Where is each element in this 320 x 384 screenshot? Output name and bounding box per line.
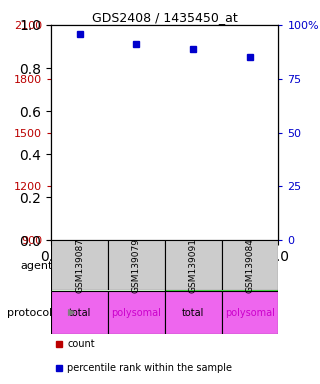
Bar bbox=[165, 240, 221, 290]
Text: GSM139084: GSM139084 bbox=[245, 238, 254, 293]
Text: polysomal: polysomal bbox=[111, 308, 161, 318]
Text: GSM139087: GSM139087 bbox=[75, 238, 84, 293]
Bar bbox=[51, 291, 108, 334]
Text: GSM139091: GSM139091 bbox=[189, 238, 198, 293]
Bar bbox=[165, 291, 221, 334]
Text: BAFF: BAFF bbox=[208, 261, 236, 271]
Bar bbox=[178, 110, 209, 240]
Bar bbox=[108, 291, 165, 334]
Bar bbox=[51, 240, 165, 291]
Bar bbox=[221, 291, 278, 334]
Text: total: total bbox=[182, 308, 204, 318]
Bar bbox=[234, 218, 266, 240]
Text: percentile rank within the sample: percentile rank within the sample bbox=[67, 363, 232, 373]
Bar bbox=[108, 240, 165, 290]
Text: agent: agent bbox=[20, 261, 52, 271]
Bar bbox=[51, 240, 108, 290]
Text: protocol: protocol bbox=[7, 308, 52, 318]
Bar bbox=[221, 240, 278, 290]
Title: GDS2408 / 1435450_at: GDS2408 / 1435450_at bbox=[92, 11, 238, 24]
Text: total: total bbox=[68, 308, 91, 318]
Text: GSM139079: GSM139079 bbox=[132, 238, 141, 293]
Text: polysomal: polysomal bbox=[225, 308, 275, 318]
Bar bbox=[64, 33, 95, 240]
Bar bbox=[121, 81, 152, 240]
Text: count: count bbox=[67, 339, 95, 349]
Bar bbox=[165, 240, 278, 291]
Text: untreated: untreated bbox=[80, 261, 136, 271]
